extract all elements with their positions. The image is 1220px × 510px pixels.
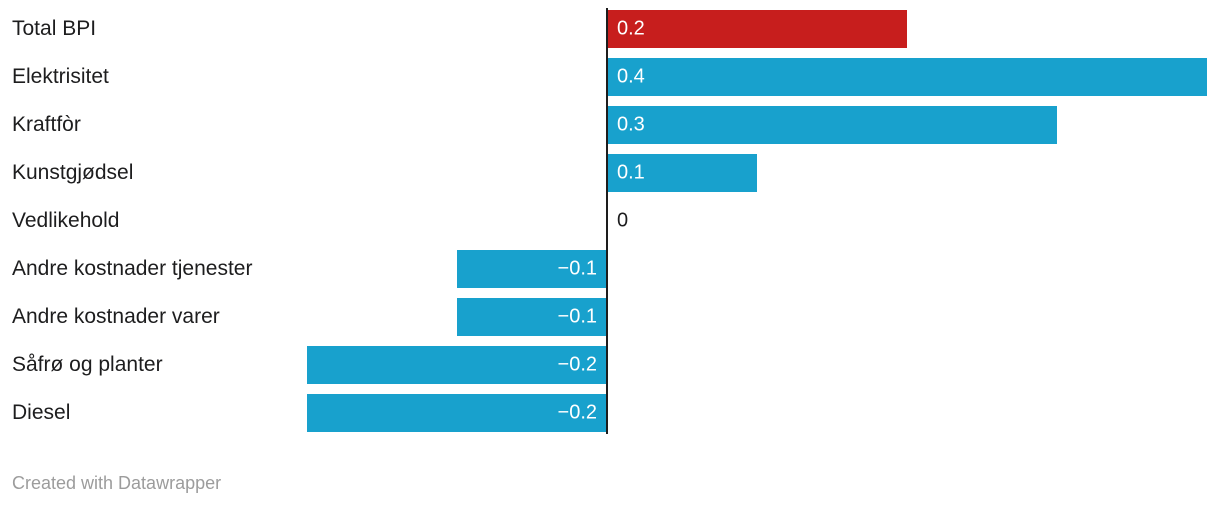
value-label: 0.1 (617, 161, 645, 184)
value-label: −0.1 (557, 305, 597, 328)
category-label: Total BPI (12, 17, 97, 40)
zero-axis-line (606, 8, 608, 434)
category-label: Kunstgjødsel (12, 161, 134, 184)
bar-row: Kunstgjødsel 0.1 (0, 154, 1220, 192)
datawrapper-credit: Created with Datawrapper (12, 473, 222, 493)
bar: −0.1 (457, 298, 607, 336)
category-label: Kraftfòr (12, 113, 81, 136)
bar: 0.3 (607, 106, 1057, 144)
bar-row: Andre kostnader tjenester −0.1 (0, 250, 1220, 288)
bar: 0.1 (607, 154, 757, 192)
bar: −0.2 (307, 346, 607, 384)
bar-row: Elektrisitet 0.4 (0, 58, 1220, 96)
category-label: Såfrø og planter (12, 353, 163, 376)
bar: 0.4 (607, 58, 1207, 96)
bar-chart-plot: Total BPI 0.2 Elektrisitet 0.4 Kraftfòr 0.3 Ku… (0, 8, 1220, 434)
value-label: 0.3 (617, 113, 645, 136)
value-label: 0.4 (617, 65, 645, 88)
category-label: Diesel (12, 401, 71, 424)
bar-row: Total BPI 0.2 (0, 10, 1220, 48)
bar-row: Kraftfòr 0.3 (0, 106, 1220, 144)
bar-row: Såfrø og planter −0.2 (0, 346, 1220, 384)
category-label: Andre kostnader tjenester (12, 257, 253, 280)
category-label: Andre kostnader varer (12, 305, 220, 328)
bar: −0.2 (307, 394, 607, 432)
value-label: −0.2 (557, 353, 597, 376)
category-label: Elektrisitet (12, 65, 109, 88)
bar-row: Andre kostnader varer −0.1 (0, 298, 1220, 336)
bar-row: Vedlikehold 0 (0, 202, 1220, 240)
bar-row: Diesel −0.2 (0, 394, 1220, 432)
value-label: −0.2 (557, 401, 597, 424)
value-label-zero: 0 (617, 209, 629, 232)
bar: 0.2 (607, 10, 907, 48)
value-label: −0.1 (557, 257, 597, 280)
value-label: 0.2 (617, 17, 645, 40)
category-label: Vedlikehold (12, 209, 120, 232)
bar: −0.1 (457, 250, 607, 288)
